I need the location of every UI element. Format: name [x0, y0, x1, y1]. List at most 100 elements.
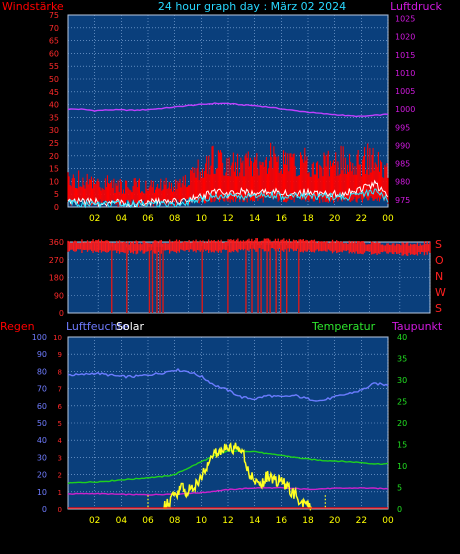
pressure-tick-label: 1025: [395, 15, 415, 24]
wind-tick-label: 15: [49, 165, 59, 174]
rain-tick-label: 7: [58, 386, 62, 394]
humidity-tick-label: 0: [42, 505, 47, 514]
hour-tick-label: 14: [249, 516, 261, 526]
humidity-axis-title: Luftfeuchte: [66, 320, 129, 333]
wind-tick-label: 70: [49, 24, 59, 33]
temperature-tick-label: 40: [397, 333, 407, 342]
wind-tick-label: 5: [54, 190, 59, 199]
humidity-tick-label: 100: [32, 333, 47, 342]
hour-tick-label: 06: [142, 516, 154, 526]
rain-tick-label: 8: [58, 368, 62, 376]
compass-label: N: [435, 270, 443, 283]
rain-tick-label: 5: [58, 420, 62, 428]
hour-tick-label: 10: [196, 516, 208, 526]
direction-tick-label: 90: [54, 291, 64, 300]
dewpoint-axis-title: Taupunkt: [391, 320, 443, 333]
rain-tick-label: 6: [58, 403, 63, 411]
temperature-tick-label: 20: [397, 419, 407, 428]
wind-pressure-panel: 02 04 06 08 10 12 14 16 18 20 22 000510152025303540…: [49, 11, 416, 224]
pressure-line: [67, 102, 389, 118]
bottom-header: Regen Luftfeuchte Solar Temperatur Taupu…: [0, 320, 443, 333]
wind-tick-label: 35: [49, 113, 59, 122]
hour-tick-label: 20: [329, 516, 341, 526]
rain-tick-label: 9: [58, 351, 62, 359]
compass-label: S: [435, 302, 442, 315]
compass-label: O: [435, 254, 444, 267]
pressure-tick-label: 985: [395, 160, 410, 169]
wind-tick-label: 20: [49, 152, 59, 161]
wind-tick-label: 60: [49, 49, 59, 58]
direction-tick-label: 360: [49, 238, 64, 247]
hour-tick-label: 18: [302, 516, 314, 526]
hour-tick-label: 22: [356, 214, 367, 224]
hour-tick-label: 00: [382, 516, 394, 526]
rain-tick-label: 3: [58, 454, 62, 462]
humidity-tick-label: 80: [37, 367, 47, 376]
temperature-tick-label: 15: [397, 441, 407, 450]
rain-tick-label: 0: [58, 506, 62, 514]
pressure-tick-label: 1005: [395, 87, 415, 96]
temperature-tick-label: 30: [397, 376, 407, 385]
direction-tick-label: 180: [49, 274, 64, 283]
humidity-tick-label: 70: [37, 385, 47, 394]
hour-tick-label: 02: [89, 516, 100, 526]
temperature-tick-label: 10: [397, 462, 407, 471]
temperature-tick-label: 35: [397, 355, 407, 364]
rain-tick-label: 1: [58, 489, 62, 497]
hour-tick-label: 16: [276, 214, 288, 224]
humidity-line: [67, 367, 389, 402]
rain-tick-label: 10: [53, 334, 62, 342]
hour-tick-label: 04: [116, 214, 128, 224]
humidity-tick-label: 30: [37, 453, 47, 462]
pressure-tick-label: 980: [395, 178, 410, 187]
wind-tick-label: 55: [49, 62, 59, 71]
rain-axis-title: Regen: [0, 320, 35, 333]
pressure-tick-label: 1010: [395, 69, 415, 78]
wind-tick-label: 10: [49, 177, 59, 186]
solar-title: Solar: [116, 320, 145, 333]
humidity-tick-label: 40: [37, 436, 47, 445]
pressure-tick-label: 1020: [395, 33, 415, 42]
direction-tick-label: 270: [49, 256, 64, 265]
wind-tick-label: 30: [49, 126, 59, 135]
hour-tick-label: 00: [382, 214, 394, 224]
hour-tick-label: 14: [249, 214, 261, 224]
dewpoint-line: [67, 486, 389, 496]
hour-tick-label: 16: [276, 516, 288, 526]
temperature-axis-title: Temperatur: [311, 320, 376, 333]
direction-tick-label: 0: [59, 309, 64, 318]
hour-tick-label: 08: [169, 516, 181, 526]
wind-tick-label: 75: [49, 11, 59, 20]
pressure-tick-label: 990: [395, 141, 410, 150]
hour-tick-label: 18: [302, 214, 314, 224]
humidity-tick-label: 90: [37, 350, 47, 359]
humidity-temperature-panel: 02 04 06 08 10 12 14 16 18 20 22 000102030405060708…: [32, 333, 407, 526]
humidity-tick-label: 20: [37, 471, 47, 480]
hour-tick-label: 04: [116, 516, 128, 526]
temperature-tick-label: 0: [397, 505, 402, 514]
wind-tick-label: 0: [54, 203, 59, 212]
pressure-tick-label: 975: [395, 196, 410, 205]
hour-tick-label: 06: [142, 214, 154, 224]
rain-tick-label: 2: [58, 472, 62, 480]
wind-tick-label: 45: [49, 88, 59, 97]
hour-tick-label: 12: [222, 214, 233, 224]
pressure-tick-label: 1000: [395, 105, 415, 114]
rain-tick-label: 4: [58, 437, 63, 445]
hour-tick-label: 10: [196, 214, 208, 224]
temperature-tick-label: 5: [397, 484, 402, 493]
hour-tick-label: 22: [356, 516, 367, 526]
humidity-tick-label: 50: [37, 419, 47, 428]
gust-line: [67, 179, 389, 208]
wind-tick-label: 25: [49, 139, 59, 148]
hour-tick-label: 12: [222, 516, 233, 526]
wind-tick-label: 50: [49, 75, 59, 84]
pressure-tick-label: 995: [395, 123, 410, 132]
compass-label: S: [435, 238, 442, 251]
wind-tick-label: 40: [49, 101, 59, 110]
pressure-tick-label: 1015: [395, 51, 415, 60]
wind-axis-title: Windstärke: [2, 0, 64, 13]
compass-label: W: [435, 286, 446, 299]
humidity-tick-label: 10: [37, 488, 47, 497]
